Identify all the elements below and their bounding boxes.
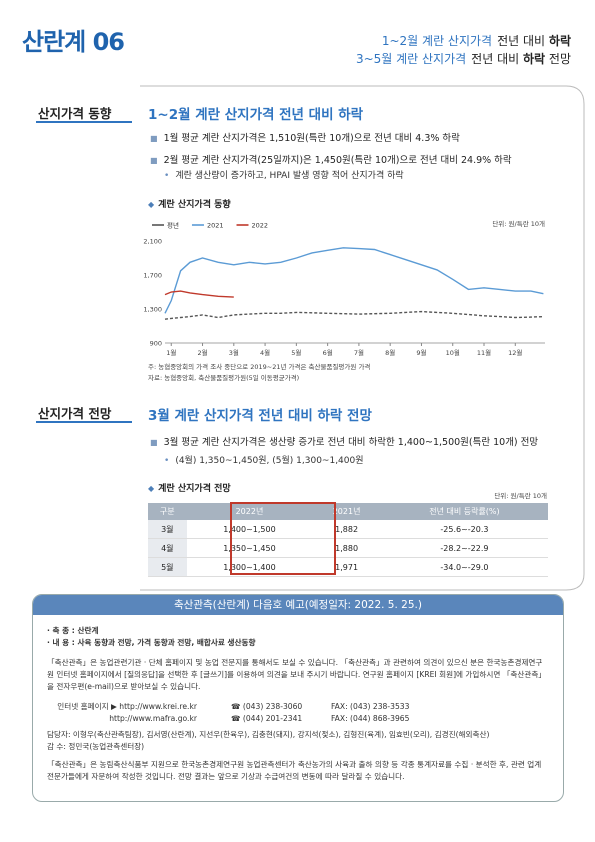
summary-bold: 하락 <box>522 52 546 66</box>
frame-border <box>140 85 585 591</box>
cell: 1,300~1,400 <box>186 557 313 577</box>
y-tick-label: 900 <box>150 340 162 348</box>
x-tick-label: 8월 <box>385 348 395 357</box>
x-tick-label: 9월 <box>416 348 426 357</box>
note: 자료: 농협중앙회, 축산물품질평가원(5일 이동평균가격) <box>148 374 300 382</box>
bullet: 1월 평균 계란 산지가격은 1,510원(특란 10개)으로 전년 대비 4.… <box>150 130 460 144</box>
chart-title: 계란 산지가격 동향 <box>148 197 231 210</box>
x-tick-label: 10월 <box>446 348 460 357</box>
x-tick-label: 6월 <box>323 348 333 357</box>
notice-items: · 축 종 : 산란계 · 내 용 : 사육 동향과 전망, 가격 동향과 전망… <box>47 625 549 649</box>
section-underline <box>36 421 132 423</box>
series-line <box>164 290 234 298</box>
header-cell: 2022년 <box>186 503 313 520</box>
y-tick-label: 1,700 <box>143 272 162 280</box>
x-tick-label: 1월 <box>166 348 176 357</box>
notice-box: 축산관측(산란계) 다음호 예고(예정일자: 2022. 5. 25.) · 축… <box>32 594 564 802</box>
series-line <box>164 310 544 320</box>
contact: FAX: (044) 868-3965 <box>331 714 410 723</box>
notice-body: · 축 종 : 산란계 · 내 용 : 사육 동향과 전망, 가격 동향과 전망… <box>33 615 563 789</box>
summary-line: 1~2월 계란 산지가격 전년 대비 하락 <box>382 32 571 49</box>
summary-lead: 1~2월 계란 산지가격 <box>381 34 493 48</box>
summary-line: 3~5월 계란 산지가격 전년 대비 하락 전망 <box>356 50 571 67</box>
cell: 1,882 <box>312 520 381 539</box>
header-title: 산란계 06 <box>22 28 125 56</box>
cell: 1,400~1,500 <box>186 520 313 539</box>
row: 5월 1,300~1,400 1,971 -34.0~-29.0 <box>148 557 548 577</box>
summary-bold: 하락 <box>548 34 571 48</box>
section-label: 산지가격 동향 <box>38 106 112 121</box>
x-tick-label: 4월 <box>260 348 270 357</box>
cell: 5월 <box>148 557 187 577</box>
chart-unit: 단위: 원/특란 10개 <box>492 219 545 228</box>
bullet: 2월 평균 계란 산지가격(25일까지)은 1,450원(특란 10개)으로 전… <box>150 152 512 166</box>
legend-label: 2022 <box>252 222 269 230</box>
forecast-table: 구분 2022년 2021년 전년 대비 등락률(%) 3월 1,400~1,50… <box>148 503 548 577</box>
notice-title: 축산관측(산란계) 다음호 예고(예정일자: 2022. 5. 25.) <box>33 595 563 615</box>
x-tick-label: 5월 <box>291 348 301 357</box>
contact-row: http://www.mafra.go.kr ☎ (044) 201-2341 FA… <box>47 713 549 725</box>
contact: ☎ (044) 201-2341 <box>231 714 303 723</box>
contact: 인터넷 홈페이지 ▶ http://www.krei.re.kr <box>57 702 197 711</box>
row: 4월 1,350~1,450 1,880 -28.2~-22.9 <box>148 538 548 558</box>
x-tick-label: 3월 <box>229 348 239 357</box>
disclaimer: 「축산관측」은 농림축산식품부 지원으로 한국농촌경제연구원 농업관측센터가 축… <box>47 760 542 781</box>
cell: 4월 <box>148 538 187 558</box>
header-row: 구분 2022년 2021년 전년 대비 등락률(%) <box>148 503 548 520</box>
x-tick-label: 11월 <box>477 348 491 357</box>
cell: 1,971 <box>312 557 381 577</box>
header-cell: 구분 <box>148 503 187 520</box>
summary-rest: 전년 대비 <box>497 34 546 48</box>
x-tick-label: 12월 <box>508 348 522 357</box>
section-label: 산지가격 전망 <box>38 406 112 421</box>
header-cell: 2021년 <box>312 503 381 520</box>
y-tick-label: 1,300 <box>143 306 162 314</box>
y-tick-label: 2,100 <box>143 238 162 246</box>
supervisor: 감 수: 정민국(농업관측센터장) <box>47 742 145 751</box>
contact: FAX: (043) 238-3533 <box>331 702 410 711</box>
summary-lead: 3~5월 계란 산지가격 <box>355 52 467 66</box>
series-line <box>164 247 544 314</box>
bullet: 3월 평균 계란 산지가격은 생산량 증가로 전년 대비 하락한 1,400~1… <box>150 434 539 448</box>
highlight-box <box>230 502 336 575</box>
sub-bullet: 계란 생산량이 증가하고, HPAI 발생 영향 적어 산지가격 하락 <box>164 168 403 181</box>
row: 3월 1,400~1,500 1,882 -25.6~-20.3 <box>148 520 548 539</box>
contact-row: 인터넷 홈페이지 ▶ http://www.krei.re.kr ☎ (043) … <box>47 701 549 713</box>
cell: 3월 <box>148 520 187 539</box>
contact: http://www.mafra.go.kr <box>109 714 197 723</box>
cell: -25.6~-20.3 <box>380 520 548 539</box>
table-title: 계란 산지가격 전망 <box>148 481 231 494</box>
notice-paragraph: 「축산관측」은 농업관련기관 · 단체 홈페이지 및 농업 전문지를 통해서도 … <box>47 658 546 691</box>
x-tick-label: 2월 <box>197 348 207 357</box>
note: 주: 농협중앙회의 가격 조사 중단으로 2019~21년 가격은 축산물품질평… <box>148 363 371 371</box>
chart: 단위: 원/특란 10개 평년 2021 2022 900 1,300 1,700 2,100… <box>143 219 545 357</box>
staff: 담당자: 이형우(축산관측팀장), 김서영(산란계), 지선우(한육우), 김충… <box>47 730 490 739</box>
cell: 1,880 <box>312 538 381 558</box>
header-cell: 전년 대비 등락률(%) <box>380 503 548 520</box>
cell: -34.0~-29.0 <box>380 557 548 577</box>
table-unit: 단위: 원/특란 10개 <box>494 492 547 500</box>
section-title: 1~2월 계란 산지가격 전년 대비 하락 <box>148 107 364 123</box>
summary-rest: 전년 대비 <box>471 52 520 66</box>
x-tick-label: 7월 <box>354 348 364 357</box>
cell: 1,350~1,450 <box>186 538 313 558</box>
notice-item: · 축 종 : 산란계 <box>47 626 99 635</box>
section-underline <box>36 121 132 123</box>
section-title: 3월 계란 산지가격 전년 대비 하락 전망 <box>148 408 372 424</box>
summary-tail: 전망 <box>548 52 571 66</box>
contact: ☎ (043) 238-3060 <box>231 702 303 711</box>
legend-label: 평년 <box>167 221 179 230</box>
cell: -28.2~-22.9 <box>380 538 548 558</box>
notice-item: · 내 용 : 사육 동향과 전망, 가격 동향과 전망, 배합사료 생산동향 <box>47 638 256 647</box>
sub-bullet: (4월) 1,350~1,450원, (5월) 1,300~1,400원 <box>164 453 363 466</box>
legend-label: 2021 <box>207 222 224 230</box>
